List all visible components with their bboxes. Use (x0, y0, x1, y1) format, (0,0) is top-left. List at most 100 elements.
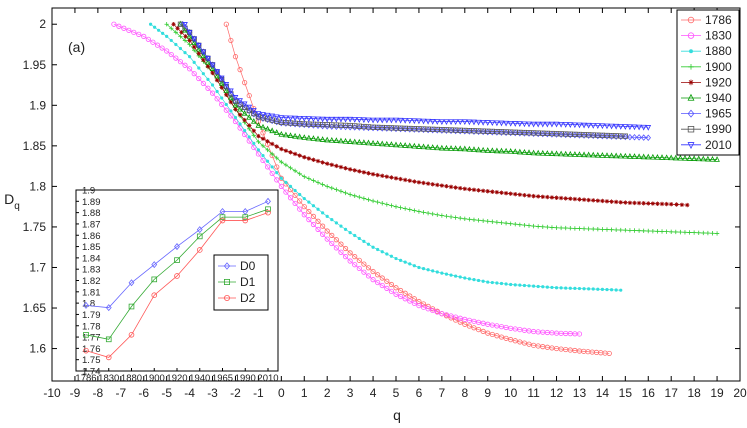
data-point (136, 31, 142, 37)
data-point (622, 133, 628, 139)
data-point (218, 76, 225, 83)
data-point (420, 118, 427, 125)
data-point (521, 121, 528, 128)
data-point (440, 271, 444, 275)
data-point (686, 155, 693, 161)
inset-data-point (242, 217, 249, 224)
data-point (329, 240, 335, 247)
inset-y-tick-label: 1.84 (82, 253, 101, 264)
data-point (384, 285, 390, 291)
data-point (380, 201, 385, 206)
data-point (527, 284, 531, 288)
data-point (287, 195, 294, 201)
data-point (232, 101, 239, 108)
data-point (191, 71, 197, 77)
data-point (462, 321, 468, 327)
x-axis-title: q (393, 407, 401, 423)
data-point (530, 149, 537, 156)
x-tick-label: -7 (115, 386, 126, 400)
data-point (320, 182, 325, 187)
data-point (315, 158, 321, 164)
data-point (306, 176, 312, 181)
data-point (333, 123, 340, 130)
data-point (650, 228, 656, 234)
data-point (357, 236, 361, 241)
data-point (416, 209, 422, 214)
data-point (535, 224, 541, 229)
data-point (316, 207, 320, 211)
data-point (250, 108, 257, 114)
data-point (223, 82, 230, 88)
data-point (504, 282, 508, 286)
data-point (558, 225, 564, 231)
data-point (513, 283, 517, 287)
data-point (663, 154, 670, 161)
x-tick-label: -9 (70, 386, 81, 400)
data-point (191, 44, 197, 50)
inset-x-tick-label: 1900 (144, 373, 165, 384)
data-point (292, 132, 298, 139)
data-point (416, 118, 422, 125)
data-point (416, 143, 422, 149)
x-tick-label: 15 (619, 386, 633, 400)
data-point (315, 226, 321, 232)
data-point (209, 65, 216, 71)
data-point (439, 119, 445, 126)
legend-label: 1880 (705, 44, 732, 58)
data-point (379, 117, 386, 124)
data-point (535, 194, 541, 199)
data-point (283, 148, 289, 153)
data-point (668, 154, 675, 161)
series-line-1880 (150, 23, 621, 291)
data-point (296, 115, 303, 122)
x-tick-label: 7 (439, 386, 446, 400)
data-point (471, 217, 477, 222)
data-point (646, 228, 651, 234)
data-point (426, 268, 430, 272)
data-point (541, 285, 545, 289)
legend-item-1830: 1830 (681, 29, 732, 43)
data-point (545, 194, 550, 200)
data-point (375, 279, 381, 286)
series-1940 (177, 20, 720, 162)
data-point (449, 273, 453, 277)
data-point (224, 92, 229, 97)
data-point (246, 113, 253, 120)
data-point (517, 339, 523, 345)
inset-y-tick-label: 1.86 (82, 231, 101, 242)
data-point (393, 285, 399, 291)
data-point (347, 192, 353, 197)
data-point (251, 128, 257, 133)
data-point (480, 188, 486, 193)
data-point (609, 288, 614, 292)
data-point (522, 222, 527, 228)
data-point (333, 245, 339, 251)
data-point (448, 214, 454, 220)
inset-data-point (219, 217, 226, 224)
data-point (613, 199, 619, 205)
data-point (412, 208, 417, 213)
data-point (370, 198, 376, 204)
data-point (397, 287, 404, 294)
series-line-1940 (180, 24, 718, 160)
inset-data-point (174, 257, 180, 263)
data-point (705, 155, 711, 162)
data-point (319, 136, 326, 142)
series-1920 (171, 22, 690, 208)
data-point (223, 21, 229, 27)
data-point (385, 252, 389, 256)
data-point (627, 133, 633, 141)
data-point (536, 284, 540, 289)
legend-item-2010: 2010 (681, 138, 732, 152)
data-point (471, 146, 477, 152)
inset-x-tick-label: 1965 (212, 373, 233, 384)
data-point (577, 226, 582, 231)
data-point (237, 125, 243, 131)
data-point (682, 154, 688, 161)
data-point (608, 152, 615, 159)
data-point (572, 226, 578, 231)
data-point (420, 143, 427, 150)
data-point (429, 144, 436, 150)
x-tick-label: -4 (184, 386, 195, 400)
